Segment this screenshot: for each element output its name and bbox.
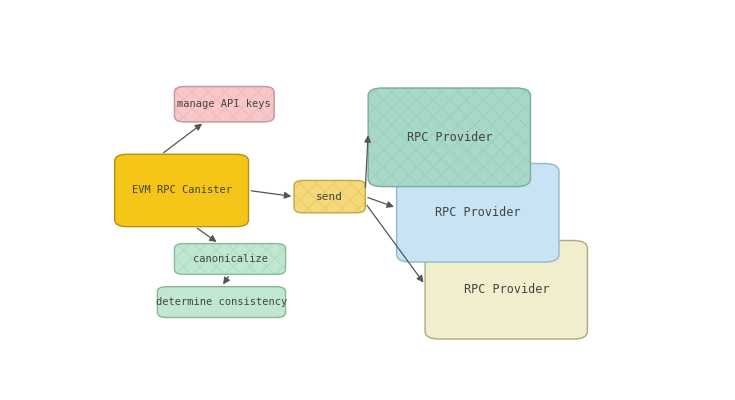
FancyBboxPatch shape [425,240,587,339]
FancyBboxPatch shape [174,244,285,274]
Text: determine consistency: determine consistency [156,297,287,307]
Text: EVM RPC Canister: EVM RPC Canister [132,186,232,196]
Text: send: send [316,192,343,202]
Text: RPC Provider: RPC Provider [406,131,492,144]
Text: manage API keys: manage API keys [177,99,271,109]
FancyBboxPatch shape [368,88,531,186]
Text: canonicalize: canonicalize [193,254,268,264]
FancyBboxPatch shape [397,164,559,262]
FancyBboxPatch shape [115,154,248,227]
FancyBboxPatch shape [157,287,285,318]
FancyBboxPatch shape [294,180,365,213]
FancyBboxPatch shape [174,86,274,122]
Text: RPC Provider: RPC Provider [464,283,549,296]
Text: RPC Provider: RPC Provider [435,206,520,219]
